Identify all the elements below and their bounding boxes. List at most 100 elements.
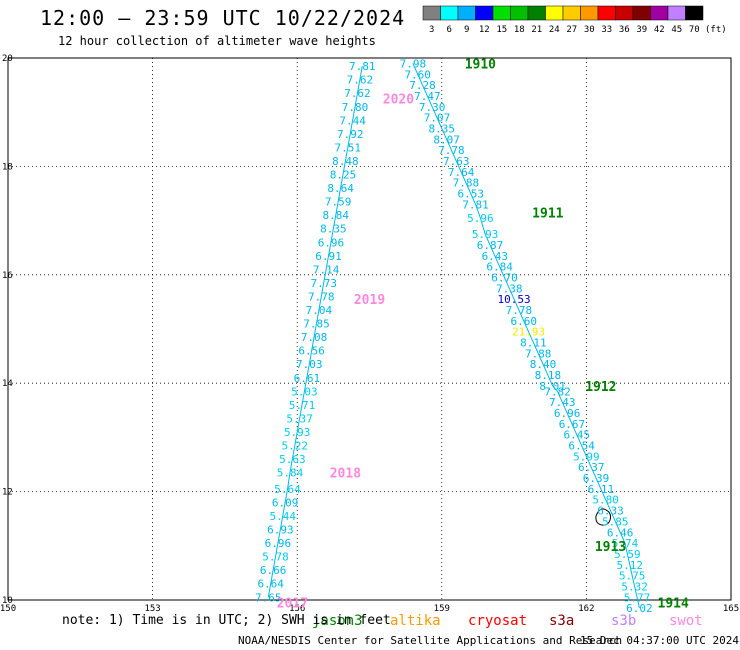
time-label: 1910 (465, 57, 496, 72)
wave-height-label: 7.04 (306, 304, 333, 317)
wave-height-label: 6.87 (477, 239, 504, 252)
wave-height-label: 5.85 (602, 515, 629, 528)
y-tick-label: 20 (2, 54, 13, 64)
wave-height-label: 6.43 (482, 250, 509, 263)
generated-timestamp: 15 Dec 04:37:00 UTC 2024 (580, 634, 739, 647)
colorbar-tick-label: 42 (654, 25, 665, 35)
wave-height-label: 5.99 (573, 450, 600, 463)
wave-height-label: 6.02 (626, 602, 653, 615)
wave-height-label: 5.44 (269, 510, 296, 523)
wave-height-label: 7.47 (414, 90, 441, 103)
island-outline (595, 508, 612, 526)
wave-height-label: 6.67 (559, 418, 586, 431)
wave-height-label: 10.53 (498, 293, 531, 306)
wave-height-label: 5.22 (282, 440, 309, 453)
wave-height-label: 5.71 (289, 399, 316, 412)
wave-height-label: 5.32 (621, 580, 648, 593)
wave-height-label: 7.73 (310, 277, 337, 290)
colorbar-unit-label: (ft) (705, 25, 727, 35)
wave-height-label: 5.78 (262, 551, 289, 564)
wave-height-label: 7.30 (419, 101, 446, 114)
map-title: 12:00 — 23:59 UTC 10/22/2024 (40, 6, 406, 30)
wave-height-label: 6.96 (265, 537, 292, 550)
wave-height-label: 5.12 (617, 559, 644, 572)
time-label: 1914 (658, 597, 689, 612)
colorbar-tick-label: 3 (429, 25, 434, 35)
wave-height-label: 7.65 (255, 591, 282, 604)
colorbar-swatch (685, 5, 704, 21)
satellite-track: 7.656.646.665.786.966.935.446.095.645.84… (255, 60, 375, 604)
wave-height-label: 5.93 (472, 228, 499, 241)
credit-line: NOAA/NESDIS Center for Satellite Applica… (238, 634, 623, 647)
wave-height-label: 7.81 (462, 198, 489, 211)
wave-height-label: 6.09 (272, 496, 299, 509)
colorbar-tick-label: 33 (601, 25, 612, 35)
wave-height-label: 7.03 (296, 358, 323, 371)
wave-height-label: 6.37 (578, 461, 605, 474)
wave-height-label: 8.07 (433, 133, 460, 146)
wave-height-label: 7.14 (313, 263, 340, 276)
wave-height-label: 7.59 (325, 196, 352, 209)
wave-height-label: 7.38 (496, 282, 523, 295)
wave-height-label: 7.78 (308, 290, 335, 303)
wave-height-label: 5.03 (291, 385, 318, 398)
time-label: 2018 (330, 467, 361, 482)
colorbar-tick-label: 30 (584, 25, 595, 35)
wave-height-label: 6.70 (491, 272, 518, 285)
wave-height-label: 7.44 (339, 114, 366, 127)
legend-item-jason3: jason3 (312, 613, 363, 629)
wave-height-label: 8.64 (327, 182, 354, 195)
time-label: 1912 (585, 380, 616, 395)
legend-item-cryosat: cryosat (468, 613, 528, 629)
legend-item-s3a: s3a (549, 613, 575, 629)
wave-height-label: 7.81 (349, 60, 376, 73)
wave-height-label: 5.96 (467, 212, 494, 225)
time-label: 1911 (532, 206, 563, 221)
y-tick-label: 10 (2, 596, 13, 606)
wave-height-label: 7.43 (549, 396, 576, 409)
wave-height-label: 7.51 (335, 141, 362, 154)
y-tick-label: 14 (2, 379, 13, 389)
wave-height-label: 5.64 (274, 483, 301, 496)
x-tick-label: 165 (723, 604, 739, 614)
colorbar-tick-label: 18 (514, 25, 525, 35)
wave-height-label: 8.35 (429, 122, 456, 135)
y-tick-label: 12 (2, 488, 13, 498)
wave-height-label: 6.66 (260, 564, 287, 577)
x-tick-label: 159 (434, 604, 450, 614)
wave-height-label: 6.93 (267, 524, 294, 537)
legend-item-s3b: s3b (611, 613, 637, 629)
map-subtitle: 12 hour collection of altimeter wave hei… (58, 34, 376, 48)
wave-height-label: 7.63 (443, 155, 470, 168)
track-line (412, 63, 640, 609)
wave-height-label: 6.96 (318, 236, 345, 249)
legend-item-swot: swot (669, 613, 703, 629)
colorbar-tick-label: 12 (479, 25, 490, 35)
wave-height-label: 6.46 (607, 526, 634, 539)
wave-height-label: 6.60 (510, 315, 537, 328)
wave-height-label: 7.92 (337, 128, 364, 141)
wave-height-label: 5.37 (286, 412, 313, 425)
wave-height-label: 7.60 (404, 68, 431, 81)
time-label: 2020 (383, 93, 414, 108)
wave-height-label: 6.96 (554, 407, 581, 420)
wave-height-label: 7.28 (409, 79, 436, 92)
wave-height-label: 21.93 (512, 326, 545, 339)
wave-height-label: 8.25 (330, 169, 357, 182)
colorbar-tick-label: 27 (566, 25, 577, 35)
wave-height-label: 8.84 (323, 209, 350, 222)
wave-height-label: 5.93 (284, 426, 311, 439)
wave-height-label: 7.82 (544, 385, 571, 398)
wave-height-label: 5.75 (619, 570, 646, 583)
wave-height-label: 7.62 (347, 74, 374, 87)
y-tick-label: 16 (2, 271, 13, 281)
x-tick-label: 153 (144, 604, 160, 614)
wave-height-label: 5.74 (612, 537, 639, 550)
wave-height-label: 5.80 (592, 494, 619, 507)
wave-height-label: 6.39 (583, 472, 610, 485)
wave-height-label: 7.88 (453, 177, 480, 190)
wave-height-label: 6.45 (564, 429, 591, 442)
colorbar-tick-label: 6 (447, 25, 452, 35)
